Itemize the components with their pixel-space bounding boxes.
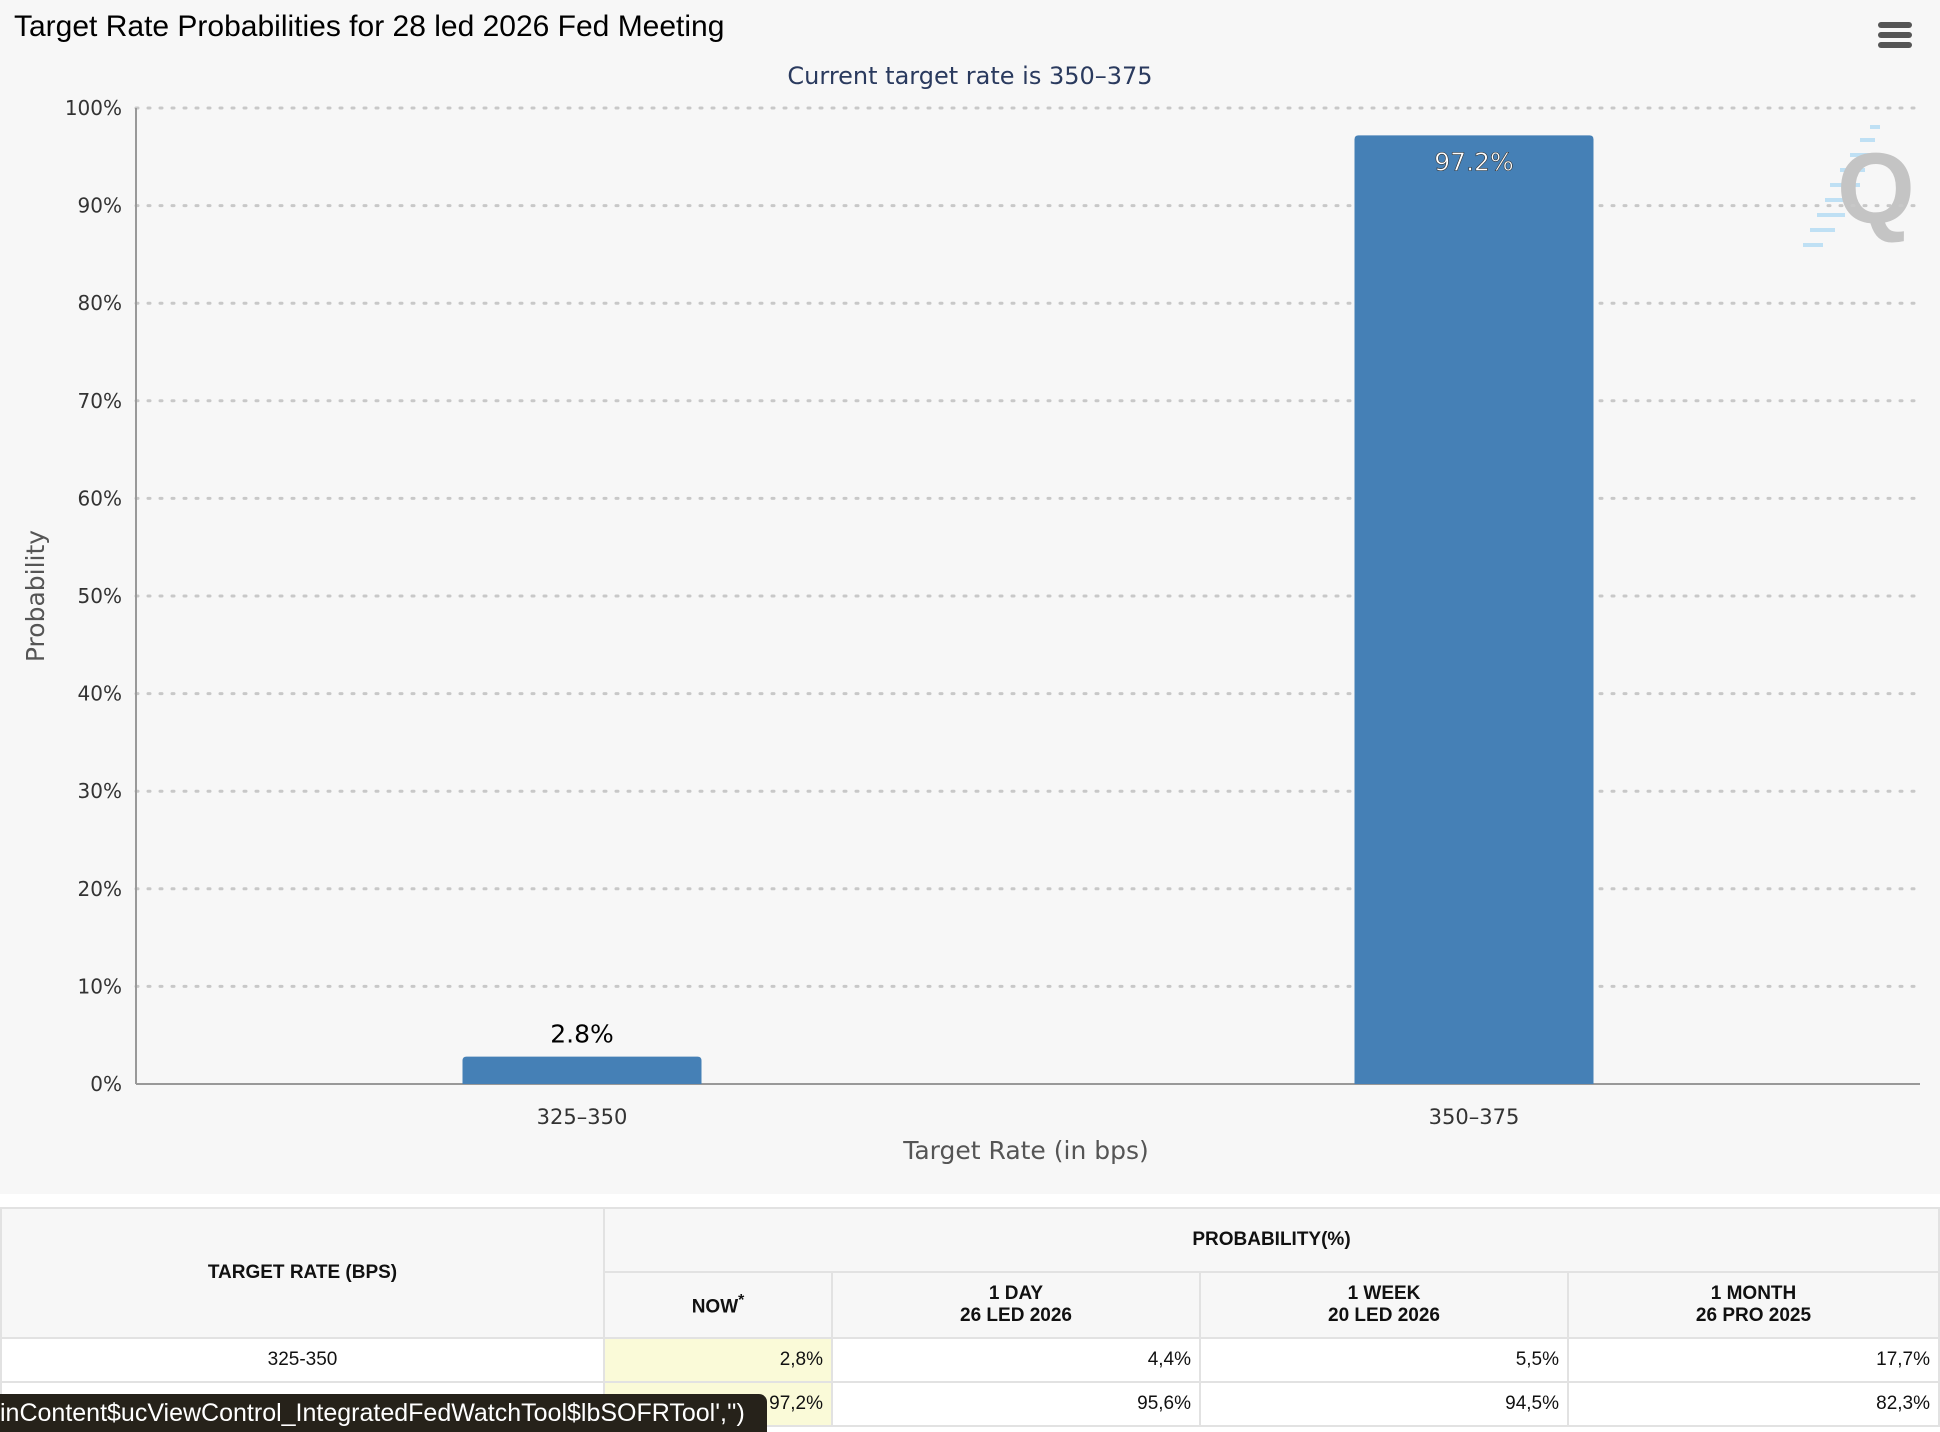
y-tick-label: 10%: [78, 974, 122, 998]
week-cell: 5,5%: [1199, 1337, 1569, 1383]
month-cell: 17,7%: [1567, 1337, 1940, 1383]
chart-title: Target Rate Probabilities for 28 led 202…: [14, 10, 725, 43]
week-cell: 94,5%: [1199, 1381, 1569, 1427]
header-1-month: 1 MONTH 26 PRO 2025: [1567, 1271, 1940, 1339]
day-cell: 95,6%: [831, 1381, 1201, 1427]
hamburger-menu-icon[interactable]: [1878, 22, 1912, 50]
header-now: NOW*: [603, 1271, 833, 1339]
header-target-rate: TARGET RATE (BPS): [0, 1207, 605, 1339]
header-probability: PROBABILITY(%): [603, 1207, 1940, 1273]
day-cell: 4,4%: [831, 1337, 1201, 1383]
bar-chart: 0% 10% 20% 30% 40% 50% 60% 70% 80% 90% 100% 325–350…: [21, 96, 1922, 1165]
header-1-week: 1 WEEK 20 LED 2026: [1199, 1271, 1569, 1339]
y-tick-label: 40%: [78, 682, 122, 706]
y-tick-label: 100%: [65, 96, 122, 120]
header-1-day: 1 DAY 26 LED 2026: [831, 1271, 1201, 1339]
month-cell: 82,3%: [1567, 1381, 1940, 1427]
y-tick-label: 0%: [90, 1072, 122, 1096]
y-tick-label: 70%: [78, 389, 122, 413]
y-tick-label: 60%: [78, 486, 122, 510]
bar: [1354, 135, 1594, 1084]
y-tick-label: 50%: [78, 584, 122, 608]
data-label: 97.2%: [1434, 147, 1513, 176]
x-tick-label: 350–375: [1429, 1105, 1520, 1129]
data-label: 2.8%: [550, 1020, 614, 1049]
chart-subtitle: Current target rate is 350–375: [787, 62, 1153, 90]
table-row: 325-350 2,8% 4,4% 5,5% 17,7%: [0, 1337, 1940, 1383]
status-tooltip: inContent$ucViewControl_IntegratedFedWat…: [0, 1394, 767, 1432]
y-tick-label: 90%: [78, 194, 122, 218]
now-cell: 2,8%: [603, 1337, 833, 1383]
chart-area: Target Rate Probabilities for 28 led 202…: [14, 10, 1922, 1165]
q-logo-icon: Q: [1803, 125, 1915, 247]
y-tick-label: 20%: [78, 877, 122, 901]
y-axis-title: Probability: [21, 530, 50, 662]
svg-text:Q: Q: [1837, 133, 1915, 245]
rate-cell: 325-350: [0, 1337, 605, 1383]
x-axis-title: Target Rate (in bps): [902, 1136, 1149, 1165]
y-tick-label: 80%: [78, 291, 122, 315]
x-tick-label: 325–350: [537, 1105, 628, 1129]
bar: [462, 1056, 702, 1084]
y-tick-label: 30%: [78, 779, 122, 803]
